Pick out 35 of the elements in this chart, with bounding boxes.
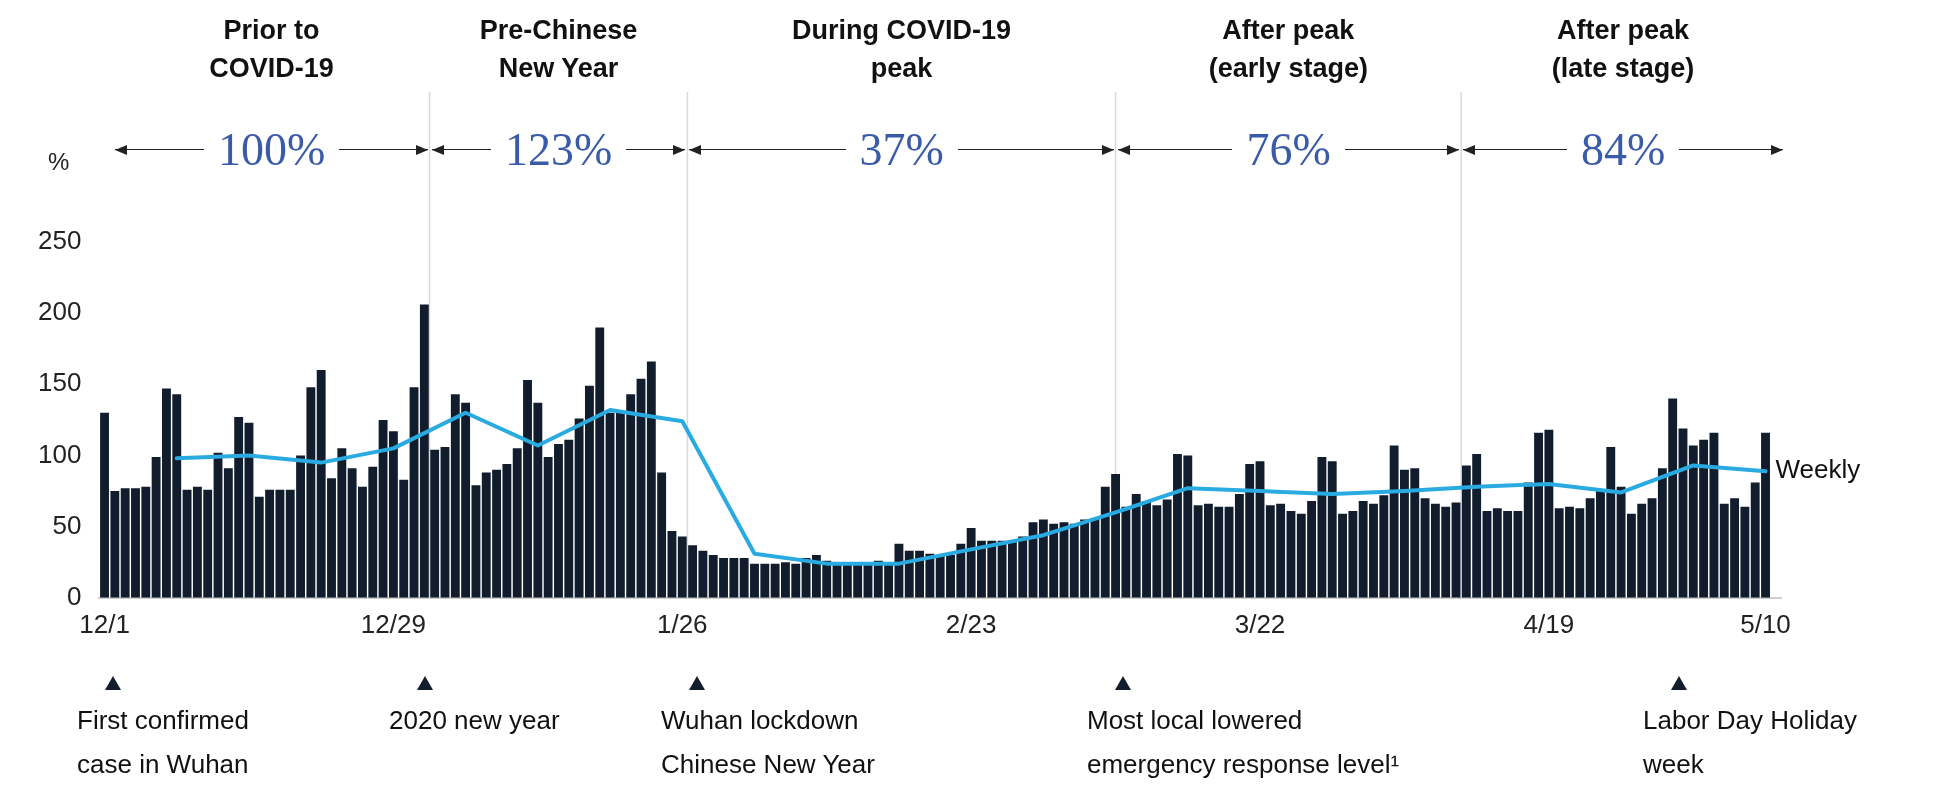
bar [440, 446, 450, 598]
text: First confirmed case in Wuhan [77, 704, 249, 781]
x-tick-label: 1/26 [656, 608, 708, 639]
bar [1451, 502, 1461, 598]
y-tick-label: 200 [37, 296, 82, 327]
bar [605, 412, 615, 598]
x-tick-label: 4/19 [1523, 608, 1575, 639]
x-tick-label: 3/22 [1234, 608, 1286, 639]
text: Labor Day Holiday week [1643, 704, 1857, 781]
text: 123% [490, 123, 627, 177]
text: 37% [845, 123, 958, 177]
x-tick-label: 12/1 [79, 608, 130, 639]
y-tick-label: 250 [37, 225, 82, 256]
y-axis-title: % [48, 147, 70, 175]
series-label: Weekly [1775, 454, 1861, 485]
x-tick-label: 5/10 [1740, 608, 1791, 639]
text: During COVID-19 peak [791, 14, 1012, 85]
y-tick-label: 50 [52, 509, 82, 540]
y-tick-label: 0 [66, 580, 82, 611]
y-tick-label: 150 [37, 367, 82, 398]
text: Wuhan lockdown Chinese New Year [661, 704, 875, 781]
text: After peak (late stage) [1550, 14, 1696, 85]
text: Pre-Chinese New Year [478, 14, 639, 85]
bar [471, 485, 481, 598]
text: 76% [1232, 123, 1345, 177]
text: After peak (early stage) [1207, 14, 1369, 85]
text: 84% [1567, 123, 1680, 177]
x-tick-label: 12/29 [360, 608, 426, 639]
text: Most local lowered emergency response level¹ [1087, 704, 1400, 781]
text: Prior to COVID-19 [208, 14, 335, 85]
y-tick-label: 100 [37, 438, 82, 469]
bar [1647, 498, 1657, 598]
text: 100% [203, 123, 340, 177]
text: 2020 new year [389, 704, 560, 737]
x-tick-label: 2/23 [945, 608, 997, 639]
